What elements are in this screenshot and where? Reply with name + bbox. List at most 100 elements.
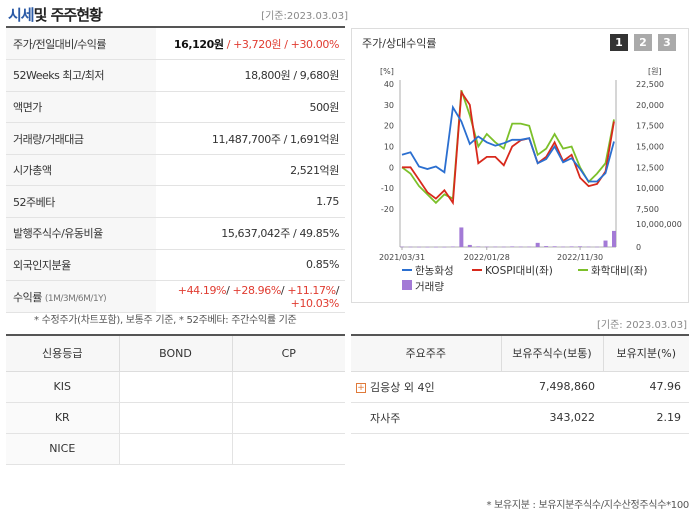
volume-bar [544, 246, 549, 247]
row-value: 15,637,042주 / 49.85% [156, 217, 345, 250]
table-row: 액면가 500원 [6, 91, 345, 124]
left-axis-unit: [%] [380, 67, 394, 76]
volume-bar [416, 246, 421, 248]
chart-panel: 주가/상대수익률 1 2 3 [%] [원] 40 30 20 10 0 -10 -20 22,5… [351, 28, 689, 303]
table-row: 시가총액 2,521억원 [6, 154, 345, 187]
y-tick-label-left: 30 [384, 101, 394, 110]
column-header: CP [231, 335, 345, 372]
y-tick-label-right: 17,500 [636, 122, 664, 131]
holder-name: 자사주 [351, 402, 501, 434]
series-line-3 [401, 90, 615, 205]
row-label: 52주베타 [6, 185, 156, 219]
y-tick-label-right: 22,500 [636, 80, 664, 89]
column-header: 보유주식수(보통) [500, 335, 603, 372]
divider [6, 26, 345, 28]
chart-title: 주가/상대수익률 [362, 37, 437, 50]
volume-bar [476, 246, 481, 247]
row-value: 2,521억원 [156, 154, 345, 187]
expand-icon[interactable]: + [356, 382, 366, 393]
y-tick-label-left: 20 [384, 122, 394, 131]
volume-bar [586, 246, 591, 248]
right-axis-unit: [원] [648, 67, 662, 76]
holder-name: + 김응상 외 4인 [351, 371, 501, 403]
volume-bar [595, 246, 600, 248]
row-label: 수익률 (1M/3M/6M/1Y) [6, 280, 156, 313]
volume-bar [459, 227, 464, 247]
row-value: 11,487,700주 / 1,691억원 [156, 122, 345, 155]
row-label: 액면가 [6, 91, 156, 124]
y-tick-label-right: 10,000 [636, 184, 664, 193]
chart-tab-1[interactable]: 1 [610, 34, 628, 51]
volume-bar [561, 246, 566, 248]
y-tick-label-left: 10 [384, 143, 394, 152]
legend-label: KOSPI대비(좌) [485, 265, 553, 277]
row-value: 500원 [156, 91, 345, 124]
row-label: 주가/전일대비/수익률 [6, 28, 156, 61]
holder-pct: 2.19 [603, 402, 689, 434]
volume-bar [535, 242, 540, 247]
price-info-table: 주가/전일대비/수익률 16,120원 / +3,720원 / +30.00% … [6, 28, 345, 313]
volume-bar [467, 244, 472, 247]
table-row: NICE [6, 433, 345, 465]
row-value: 0.85% [156, 249, 345, 282]
x-tick-label: 2022/01/28 [464, 253, 510, 262]
table-row: KIS [6, 371, 345, 403]
table-row: 52Weeks 최고/최저 18,800원 / 9,680원 [6, 59, 345, 92]
volume-bar [408, 246, 413, 248]
y-tick-label-right: 7,500 [636, 205, 659, 214]
row-label: 외국인지분율 [6, 249, 156, 282]
relative-return-chart: [%] [원] 40 30 20 10 0 -10 -20 22,500 20,000 17,500 1… [379, 67, 682, 293]
volume-tick-label: 0 [636, 243, 641, 252]
table-row: 발행주식수/유동비율 15,637,042주 / 49.85% [6, 217, 345, 250]
volume-tick-label: 10,000,000 [636, 220, 682, 229]
volume-bar [484, 246, 489, 248]
y-tick-label-left: 0 [389, 163, 394, 172]
chart-tab-3[interactable]: 3 [658, 34, 676, 51]
volume-bar [578, 246, 583, 247]
x-tick-label: 2021/03/31 [379, 253, 425, 262]
volume-bar [612, 230, 616, 247]
volume-bar [569, 246, 574, 247]
chart-tab-2[interactable]: 2 [634, 34, 652, 51]
grade-agency: KR [6, 402, 119, 434]
table-row: 외국인지분율 0.85% [6, 249, 345, 282]
row-value: 1.75 [156, 185, 345, 219]
column-header: 보유지분(%) [602, 335, 689, 372]
legend-swatch [402, 280, 412, 290]
volume-bar [603, 240, 608, 247]
table-row: 52주베타 1.75 [6, 185, 345, 219]
legend-label: 화학대비(좌) [591, 265, 648, 277]
volume-bar [493, 246, 498, 248]
volume-bar [510, 246, 515, 247]
footnote: * 수정주가(차트포함), 보통주 기준, * 52주베타: 주간수익률 기준 [34, 315, 297, 326]
footnote: * 보유지분 : 보유지분주식수/지수산정주식수*100 [486, 500, 689, 511]
row-label: 시가총액 [6, 154, 156, 187]
volume-bar [400, 246, 404, 248]
y-tick-label-right: 12,500 [636, 163, 664, 172]
table-row: 수익률 (1M/3M/6M/1Y) +44.19%/ +28.96%/ +11.… [6, 280, 345, 313]
series-line-2 [402, 89, 615, 206]
volume-bar [425, 246, 430, 248]
volume-bar [518, 246, 523, 248]
page-title: 시세 및 주주현황 [8, 5, 103, 24]
row-value: 16,120원 / +3,720원 / +30.00% [156, 28, 345, 61]
row-value: 18,800원 / 9,680원 [156, 59, 345, 92]
table-row: 거래량/거래대금 11,487,700주 / 1,691억원 [6, 122, 345, 155]
grade-agency: KIS [6, 371, 119, 403]
row-label: 52Weeks 최고/최저 [6, 59, 156, 92]
y-tick-label-left: -10 [381, 184, 394, 193]
base-date: [기준:2023.03.03] [261, 10, 348, 22]
chart-tabs: 1 2 3 [610, 34, 676, 51]
volume-bar [442, 246, 447, 248]
column-header: BOND [118, 335, 232, 372]
column-header: 신용등급 [6, 335, 119, 372]
y-tick-label-right: 20,000 [636, 101, 664, 110]
y-tick-label-left: 40 [384, 80, 394, 89]
table-row: 주가/전일대비/수익률 16,120원 / +3,720원 / +30.00% [6, 28, 345, 61]
credit-grade-table: 신용등급 BOND CP KIS KR NICE [6, 334, 345, 465]
table-row: 자사주 343,022 2.19 [351, 402, 689, 434]
table-row: + 김응상 외 4인 7,498,860 47.96 [351, 371, 689, 403]
grade-agency: NICE [6, 433, 119, 465]
legend-label: 한농화성 [415, 265, 454, 277]
volume-bar [433, 246, 438, 248]
